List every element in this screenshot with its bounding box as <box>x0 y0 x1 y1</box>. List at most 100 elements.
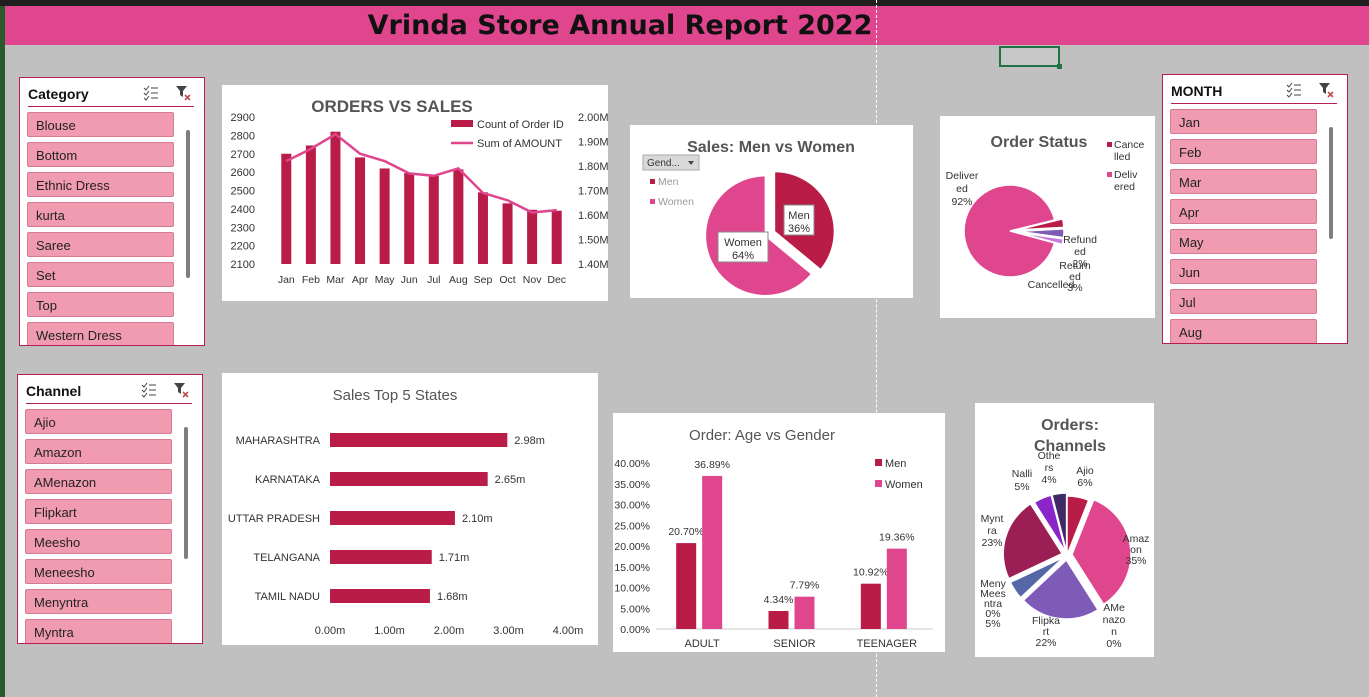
slicer-item-apr[interactable]: Apr <box>1170 199 1317 224</box>
legend-swatch-delivered <box>1107 172 1112 177</box>
category-label: MAHARASHTRA <box>236 435 321 447</box>
data-label: 20.70% <box>668 526 704 538</box>
orders-vs-sales-chart[interactable]: ORDERS VS SALES 2900 2800 2700 2600 2500 2400 2… <box>222 85 608 301</box>
slicer-item-jun[interactable]: Jun <box>1170 259 1317 284</box>
data-label: ed <box>956 183 968 195</box>
slicer-item-myntra[interactable]: Myntra <box>25 619 172 643</box>
multi-select-icon[interactable] <box>142 84 160 102</box>
slicer-scrollbar[interactable] <box>184 427 188 559</box>
slicer-item-jan[interactable]: Jan <box>1170 109 1317 134</box>
category-slicer[interactable]: Category Blouse Bottom Ethnic Dress kurta Sar… <box>19 77 205 346</box>
slicer-item-bottom[interactable]: Bottom <box>27 142 174 167</box>
clear-filter-icon[interactable] <box>174 84 192 102</box>
y-tick-label: 30.00% <box>614 500 650 512</box>
data-label: Amaz <box>1123 533 1150 545</box>
data-label: Flipka <box>1032 615 1060 627</box>
y2-tick-label: 2.00M <box>578 112 608 124</box>
bar-uttar-pradesh <box>330 511 455 525</box>
chart-title: ORDERS VS SALES <box>311 97 473 116</box>
bar-mar <box>330 131 341 264</box>
slicer-item-top[interactable]: Top <box>27 292 174 317</box>
slicer-item-flipkart[interactable]: Flipkart <box>25 499 172 524</box>
slicer-item-jul[interactable]: Jul <box>1170 289 1317 314</box>
slicer-header: Channel <box>26 381 192 404</box>
legend-swatch-orders <box>451 120 473 127</box>
bar-dec <box>551 210 562 264</box>
sales-men-vs-women-chart[interactable]: Sales: Men vs Women Gend... Men Women Men 36%… <box>630 125 913 298</box>
slicer-item-aug[interactable]: Aug <box>1170 319 1317 343</box>
multi-select-icon[interactable] <box>1285 81 1303 99</box>
y-tick-label: 20.00% <box>614 541 650 553</box>
y2-tick-label: 1.80M <box>578 161 608 173</box>
data-label: 64% <box>732 250 754 262</box>
y-tick-label: 2100 <box>231 259 255 271</box>
sales-top-5-states-chart[interactable]: Sales Top 5 States MAHARASHTRA 2.98m KARNAT… <box>222 373 598 645</box>
legend-swatch-women <box>650 199 655 204</box>
x-tick-label: ADULT <box>685 638 721 650</box>
data-label: 4% <box>1041 474 1056 486</box>
slice-cancelled <box>1017 217 1065 231</box>
bar-karnataka <box>330 472 488 486</box>
slicer-item-kurta[interactable]: kurta <box>27 202 174 227</box>
slicer-item-ethnic-dress[interactable]: Ethnic Dress <box>27 172 174 197</box>
slicer-item-blouse[interactable]: Blouse <box>27 112 174 137</box>
legend-label: Count of Order ID <box>477 119 564 131</box>
slicer-item-ajio[interactable]: Ajio <box>25 409 172 434</box>
selected-cell[interactable] <box>999 46 1062 69</box>
y-tick-label: 2200 <box>231 241 255 253</box>
slicer-item-western-dress[interactable]: Western Dress <box>27 322 174 345</box>
slicer-item-meneesho[interactable]: Meneesho <box>25 559 172 584</box>
x-tick-label: 4.00m <box>553 625 584 637</box>
data-label: n <box>1111 626 1117 638</box>
data-label: 4.34% <box>764 594 794 606</box>
bar-jan <box>281 153 292 264</box>
slicer-scrollbar[interactable] <box>186 130 190 278</box>
category-label: KARNATAKA <box>255 474 321 486</box>
slicer-scrollbar[interactable] <box>1329 127 1333 239</box>
dropdown-arrow-icon <box>688 161 694 165</box>
bar-jul <box>428 175 439 264</box>
x-tick-label: 2.00m <box>434 625 465 637</box>
slice-returned <box>1017 228 1065 239</box>
slicer-item-amenazon[interactable]: AMenazon <box>25 469 172 494</box>
category-label: TAMIL NADU <box>255 591 320 603</box>
clear-filter-icon[interactable] <box>1317 81 1335 99</box>
order-age-vs-gender-chart[interactable]: Order: Age vs Gender 40.00% 35.00% 30.00% 25… <box>613 413 945 652</box>
x-tick-label: Apr <box>352 274 369 286</box>
sales-line <box>285 132 557 214</box>
slicer-item-feb[interactable]: Feb <box>1170 139 1317 164</box>
slice-flipkart <box>1022 558 1100 620</box>
clear-filter-icon[interactable] <box>172 381 190 399</box>
x-tick-label: 0.00m <box>315 625 346 637</box>
report-banner: Vrinda Store Annual Report 2022 <box>5 6 1369 45</box>
x-tick-label: Jan <box>278 274 295 286</box>
multi-select-icon[interactable] <box>140 381 158 399</box>
slicer-item-menyntra[interactable]: Menyntra <box>25 589 172 614</box>
orders-channels-chart[interactable]: Orders: Channels Ajio 6% Amaz on 35% AMe nazo n 0%… <box>975 403 1154 657</box>
slicer-item-mar[interactable]: Mar <box>1170 169 1317 194</box>
slicer-item-saree[interactable]: Saree <box>27 232 174 257</box>
data-label: 0% <box>985 608 1000 620</box>
month-slicer[interactable]: MONTH Jan Feb Mar Apr May Jun Jul Aug <box>1162 74 1348 344</box>
legend-swatch-cancelled <box>1107 142 1112 147</box>
bar-jun <box>404 173 415 264</box>
data-label: 36.89% <box>694 459 730 471</box>
slicer-item-meesho[interactable]: Meesho <box>25 529 172 554</box>
slicer-item-may[interactable]: May <box>1170 229 1317 254</box>
y2-tick-label: 1.90M <box>578 137 608 149</box>
x-tick-label: Feb <box>302 274 320 286</box>
bar-may <box>379 168 390 264</box>
data-label: Ajio <box>1076 465 1094 477</box>
label-box-men <box>783 204 815 236</box>
data-label: 1.68m <box>437 591 468 603</box>
x-tick-label: Mar <box>326 274 345 286</box>
legend-label: Sum of AMOUNT <box>477 138 562 150</box>
data-label: 6% <box>1077 477 1092 489</box>
slicer-item-set[interactable]: Set <box>27 262 174 287</box>
gender-filter-label: Gend... <box>647 158 680 169</box>
legend-label: ered <box>1114 181 1135 193</box>
channel-slicer[interactable]: Channel Ajio Amazon AMenazon Flipkart Meesho M… <box>17 374 203 644</box>
order-status-chart[interactable]: Order Status Cance lled Deliv ered Deliver ed 9… <box>940 116 1155 318</box>
x-tick-label: Aug <box>449 274 468 286</box>
slicer-item-amazon[interactable]: Amazon <box>25 439 172 464</box>
